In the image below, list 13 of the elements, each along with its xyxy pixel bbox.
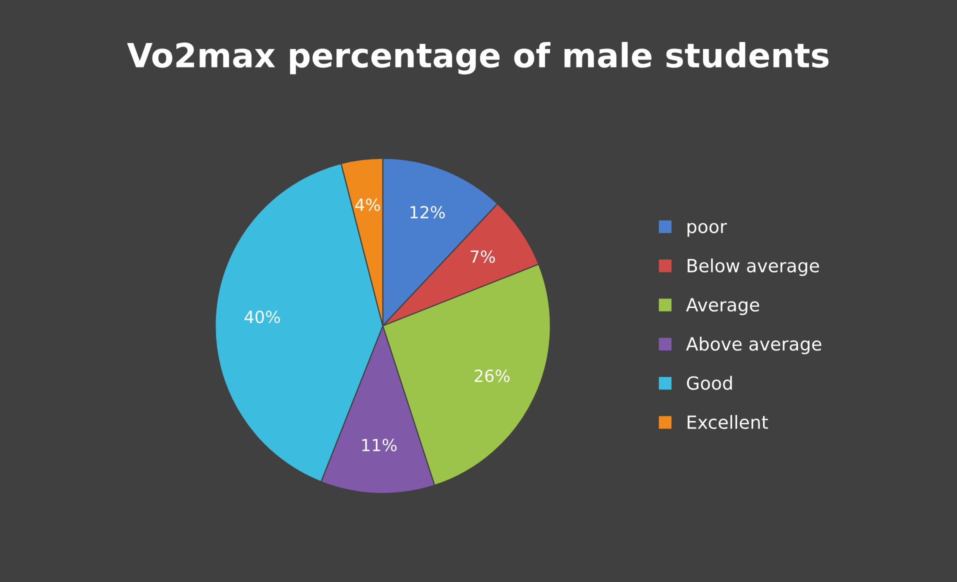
legend-label: Below average [688, 258, 819, 276]
data-label: 40% [244, 310, 280, 324]
legend-label: Average [686, 298, 760, 316]
data-label: 4% [355, 198, 380, 212]
data-label: 26% [474, 370, 510, 382]
data-label: 11% [362, 438, 397, 452]
legend-label: Above average [686, 336, 822, 354]
data-label: 7% [470, 250, 495, 263]
data-label: 12% [410, 206, 445, 219]
legend-label: Excellent [688, 415, 768, 430]
legend-label: poor [688, 222, 727, 237]
chart-title: Vo2max percentage of male students [127, 42, 829, 74]
legend-label: Good [686, 376, 732, 390]
